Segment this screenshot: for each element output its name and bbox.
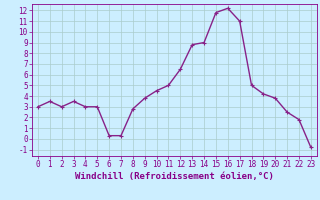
X-axis label: Windchill (Refroidissement éolien,°C): Windchill (Refroidissement éolien,°C) — [75, 172, 274, 181]
